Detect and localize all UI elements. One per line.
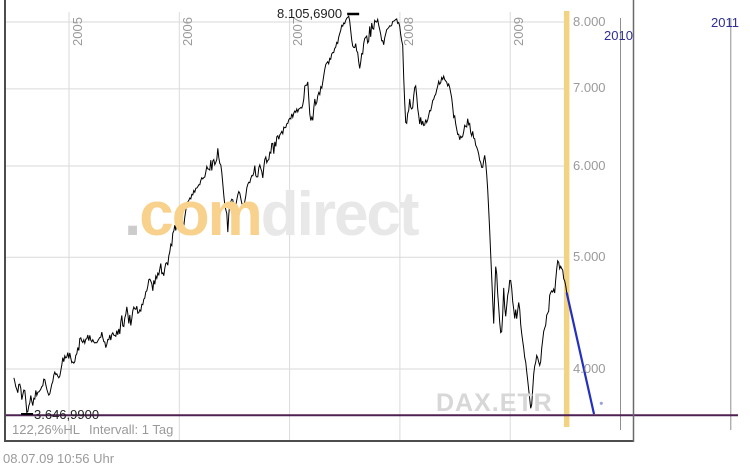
y-axis-label-7000: 7.000 bbox=[573, 80, 606, 95]
x-axis-label-2011: 2011 bbox=[711, 15, 739, 30]
percent-hl-label: 122,26%HL bbox=[12, 422, 80, 437]
interval-label: Intervall: 1 Tag bbox=[89, 422, 174, 437]
y-axis-label-6000: 6.000 bbox=[573, 158, 606, 173]
x-axis-label-2010: 2010 bbox=[604, 28, 633, 43]
y-axis-label-5000: 5.000 bbox=[573, 249, 606, 264]
comdirect-watermark: .comdirect bbox=[124, 184, 420, 246]
watermark-direct: direct bbox=[260, 180, 420, 249]
low-annotation: 3.646,9900 bbox=[34, 407, 100, 422]
x-axis-label-2006: 2006 bbox=[180, 17, 195, 46]
x-axis-label-2005: 2005 bbox=[70, 17, 85, 46]
x-axis-label-2008: 2008 bbox=[401, 17, 416, 46]
watermark-dot: . bbox=[124, 180, 141, 249]
x-axis-label-2009: 2009 bbox=[511, 17, 526, 46]
symbol-watermark: DAX.ETR bbox=[436, 389, 553, 417]
watermark-com: com bbox=[139, 180, 262, 249]
status-time: 10:56 Uhr bbox=[57, 451, 115, 466]
status-date: 08.07.09 bbox=[3, 451, 54, 466]
y-axis-label-4000: 4.000 bbox=[573, 361, 606, 376]
high-annotation: 8.105,6900 bbox=[277, 6, 343, 21]
y-axis-label-8000: 8.000 bbox=[573, 14, 606, 29]
